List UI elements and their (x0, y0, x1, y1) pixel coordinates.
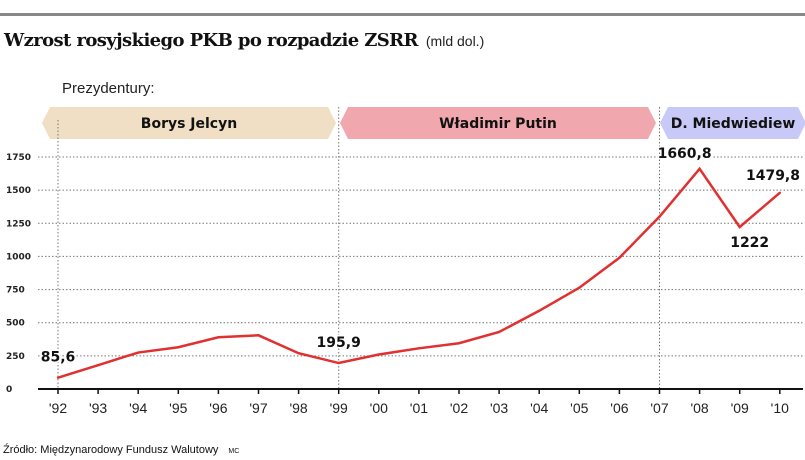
data-point (217, 336, 220, 339)
data-point (578, 286, 581, 289)
data-label: 85,6 (41, 350, 76, 366)
x-tick-label: '95 (169, 400, 187, 416)
y-tick-label: 500 (6, 319, 25, 329)
presidency-label: Borys Jelcyn (141, 116, 237, 132)
presidency-band (340, 107, 656, 139)
x-tick-label: '00 (370, 400, 388, 416)
data-point (618, 256, 621, 259)
data-point (257, 334, 260, 337)
x-tick-label: '01 (410, 400, 428, 416)
x-tick-label: '03 (490, 400, 508, 416)
presidency-band (660, 107, 805, 139)
x-tick-label: '92 (49, 400, 67, 416)
chart-title: Wzrost rosyjskiego PKB po rozpadzie ZSRR… (4, 30, 484, 51)
data-point (658, 215, 661, 218)
y-tick-label: 750 (6, 286, 25, 296)
top-rule (0, 13, 805, 16)
x-tick-label: '97 (249, 400, 267, 416)
data-point (497, 330, 501, 334)
x-tick-label: '93 (89, 400, 107, 416)
x-tick-label: '06 (610, 400, 628, 416)
data-point (417, 347, 421, 350)
source-text: Źródło: Międzynarodowy Fundusz Walutowy (3, 444, 219, 456)
data-point (738, 225, 741, 229)
y-tick-label: 1250 (6, 219, 31, 229)
data-point (778, 191, 781, 195)
data-point (297, 352, 300, 355)
presidency-band (42, 107, 336, 139)
y-tick-label: 1000 (6, 252, 31, 262)
presidency-label: D. Miedwiediew (671, 116, 796, 132)
source-note: Źródło: Międzynarodowy Fundusz Walutowy M… (3, 444, 239, 456)
data-label: 195,9 (317, 335, 361, 351)
data-point (538, 309, 541, 312)
data-point (337, 361, 340, 365)
y-tick-label: 1750 (6, 153, 31, 163)
x-tick-label: '02 (450, 400, 468, 416)
author-initials: MC (228, 448, 240, 455)
data-point (377, 353, 380, 356)
x-tick-label: '98 (289, 400, 307, 416)
x-tick-label: '08 (690, 400, 708, 416)
data-point (457, 342, 461, 345)
y-tick-label: 0 (6, 385, 12, 395)
presidencies-label: Prezydentury: (62, 80, 155, 97)
x-tick-label: '94 (129, 400, 147, 416)
data-label: 1479,8 (746, 168, 800, 184)
data-point (96, 363, 100, 367)
x-tick-label: '10 (771, 400, 789, 416)
data-point (177, 346, 180, 349)
y-tick-label: 250 (6, 352, 25, 362)
data-label: 1660,8 (658, 146, 712, 162)
presidency-label: Władimir Putin (439, 116, 557, 132)
x-tick-label: '05 (570, 400, 588, 416)
series-line (57, 166, 781, 379)
x-tick-label: '09 (731, 400, 749, 416)
x-tick-label: '04 (530, 400, 548, 416)
x-tick-label: '96 (209, 400, 227, 416)
data-point (698, 167, 701, 171)
unit-label: (mld dol.) (425, 33, 485, 49)
y-tick-label: 1500 (6, 186, 31, 196)
data-label: 1222 (730, 235, 769, 251)
x-tick-label: '99 (330, 400, 348, 416)
x-tick-label: '07 (650, 400, 668, 416)
data-point (137, 351, 140, 354)
title-text: Wzrost rosyjskiego PKB po rozpadzie ZSRR (4, 30, 418, 51)
data-point (56, 376, 60, 379)
